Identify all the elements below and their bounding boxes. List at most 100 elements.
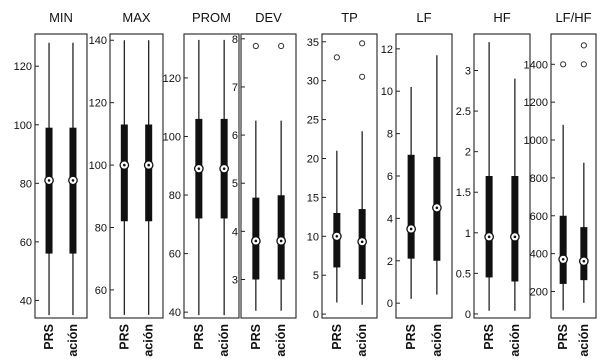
median-dot-lf-hf-aci-n	[582, 259, 586, 263]
outlier-lf-hf-prs	[560, 61, 567, 68]
box-min-prs	[45, 127, 53, 254]
y-tick-label-min: 60	[20, 237, 32, 249]
y-tick-label-min: 100	[14, 120, 32, 132]
panel-hf: HF 0 0.5 1 1.5 2 2.5 3 PRS ación	[456, 10, 531, 357]
x-category-label-prom-aci-n: ación	[217, 324, 231, 357]
y-tick-label-dev: 5	[232, 178, 238, 190]
box-lf-hf-aci-n	[580, 227, 588, 281]
y-tick-label-hf: 3	[465, 66, 471, 78]
y-tick-label-prom: 120	[163, 73, 181, 85]
median-dot-lf-prs	[409, 227, 413, 231]
x-category-label-prom-prs: PRS	[192, 324, 206, 350]
x-category-label-tp-prs: PRS	[330, 324, 344, 350]
x-category-label-tp-aci-n: ación	[355, 324, 369, 357]
y-tick-label-prom: 40	[169, 307, 181, 319]
median-dot-dev-prs	[254, 239, 258, 243]
y-tick-label-lf: 0	[387, 298, 393, 310]
y-tick-label-lf-hf: 600	[530, 211, 548, 223]
median-dot-min-aci-n	[71, 179, 75, 182]
median-dot-lf-aci-n	[435, 206, 439, 210]
panel-dev: DEV 3 4 5 6 7 8 PRS ación	[232, 10, 297, 357]
outlier-lf-hf-aci-n	[580, 61, 587, 68]
x-category-label-lf-hf-aci-n: ación	[577, 324, 591, 357]
outlier-dev-prs	[252, 42, 259, 50]
outlier-dev-aci-n	[278, 42, 285, 50]
y-tick-label-tp: 10	[307, 231, 319, 243]
outlier-tp-aci-n	[359, 40, 366, 47]
box-min-aci-n	[69, 127, 77, 254]
y-tick-label-hf: 0.5	[456, 268, 471, 280]
median-dot-lf-hf-prs	[561, 258, 565, 261]
y-tick-label-prom: 60	[169, 249, 181, 261]
median-dot-hf-aci-n	[513, 235, 517, 239]
x-category-label-hf-prs: PRS	[482, 324, 496, 350]
y-tick-label-lf: 12	[381, 44, 393, 56]
panel-frame-lf-hf	[550, 33, 597, 319]
panel-frame-max	[109, 33, 164, 319]
panel-prom: PROM 40 60 80 100 120 PRS ación	[163, 10, 240, 357]
outlier-lf-hf-aci-n	[580, 42, 587, 49]
y-tick-label-dev: 3	[232, 274, 238, 286]
y-tick-label-hf: 2	[465, 147, 471, 159]
y-tick-label-hf: 1	[465, 228, 471, 240]
panel-lf-hf: LF/HF 200 400 600 800 1000 1200 1400 PRS ación	[524, 10, 597, 357]
panel-frame-hf	[473, 33, 531, 319]
y-tick-label-tp: 20	[307, 153, 319, 165]
x-category-label-min-prs: PRS	[42, 324, 56, 350]
median-dot-max-prs	[123, 163, 126, 167]
panel-tp: TP 0 5 10 15 20 25 30 35 PRS ación	[307, 10, 378, 357]
y-tick-label-lf: 2	[387, 256, 393, 268]
x-category-label-dev-prs: PRS	[249, 324, 263, 350]
y-tick-label-max: 80	[95, 222, 107, 234]
x-category-label-min-aci-n: ación	[66, 324, 80, 357]
outlier-tp-prs	[333, 54, 340, 61]
y-tick-label-dev: 8	[232, 34, 238, 46]
y-tick-label-hf: 1.5	[456, 187, 471, 199]
panel-title-hf: HF	[493, 10, 510, 25]
y-tick-label-lf-hf: 400	[530, 249, 548, 261]
panel-frame-tp	[321, 33, 378, 319]
panel-title-lf-hf: LF/HF	[555, 10, 591, 25]
y-tick-label-lf-hf: 1400	[524, 59, 548, 71]
panel-title-min: MIN	[49, 10, 73, 25]
panel-frame-min	[34, 33, 88, 319]
median-dot-tp-prs	[335, 235, 339, 238]
panel-title-lf: LF	[416, 10, 431, 25]
median-dot-prom-prs	[197, 167, 201, 170]
y-tick-label-lf: 10	[381, 86, 393, 98]
x-category-label-lf-prs: PRS	[404, 324, 418, 350]
y-tick-label-lf-hf: 200	[530, 286, 548, 298]
panel-frame-prom	[183, 33, 240, 319]
x-category-label-hf-aci-n: ación	[508, 324, 522, 357]
box-hf-aci-n	[511, 176, 519, 282]
box-hf-prs	[485, 176, 493, 278]
y-tick-label-tp: 30	[307, 76, 319, 88]
median-dot-prom-aci-n	[222, 167, 226, 170]
y-tick-label-max: 100	[89, 160, 107, 172]
y-tick-label-lf: 8	[387, 129, 393, 141]
x-category-label-max-aci-n: ación	[142, 324, 156, 357]
y-tick-label-min: 80	[20, 178, 32, 190]
y-tick-label-dev: 4	[232, 226, 238, 238]
box-lf-prs	[407, 154, 415, 259]
y-tick-label-max: 60	[95, 285, 107, 297]
y-tick-label-lf: 6	[387, 171, 393, 183]
y-tick-label-tp: 5	[313, 270, 319, 282]
x-category-label-dev-aci-n: ación	[274, 324, 288, 357]
y-tick-label-min: 40	[20, 295, 32, 307]
y-tick-label-lf: 4	[387, 213, 393, 225]
panel-title-dev: DEV	[255, 10, 282, 25]
panel-title-max: MAX	[122, 10, 151, 25]
y-tick-label-tp: 25	[307, 115, 319, 127]
y-tick-label-prom: 80	[169, 190, 181, 202]
median-dot-min-prs	[47, 179, 51, 182]
y-tick-label-max: 140	[89, 35, 107, 47]
panel-min: MIN 40 60 80 100 120 PRS ación	[14, 10, 88, 357]
panel-max: MAX 60 80 100 120 140 PRS ación	[89, 10, 164, 357]
panel-frame-lf	[395, 33, 453, 319]
y-tick-label-min: 120	[14, 61, 32, 73]
x-category-label-lf-aci-n: ación	[430, 324, 444, 357]
panel-title-tp: TP	[341, 10, 358, 25]
box-max-aci-n	[145, 124, 153, 222]
